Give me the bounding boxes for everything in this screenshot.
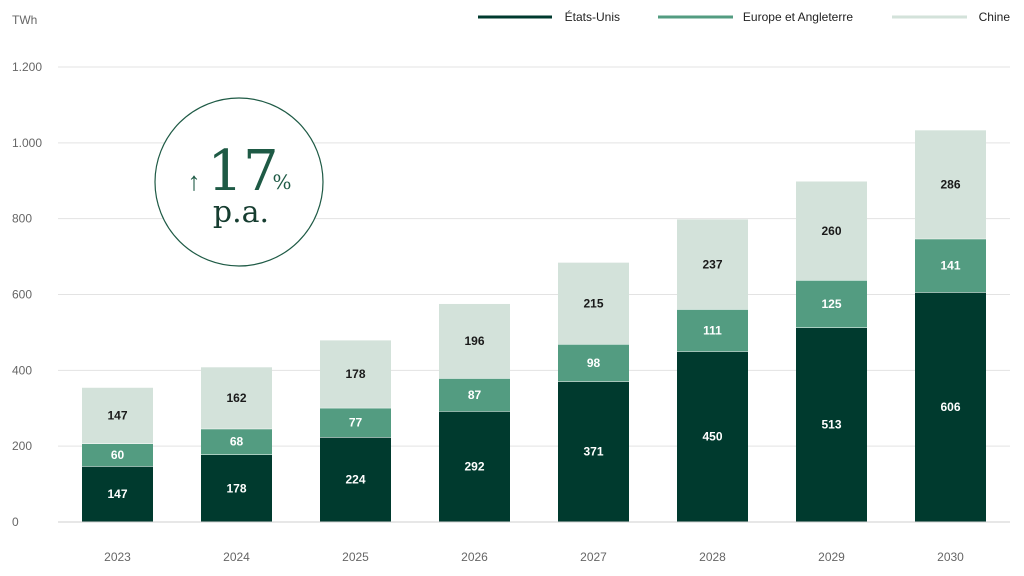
data-label: 68 [230,435,244,449]
data-label: 178 [226,481,246,495]
data-label: 178 [345,367,365,381]
bar-segment [915,292,986,522]
data-label: 260 [821,224,841,238]
x-tick-label: 2024 [223,550,250,564]
growth-number: 17 [207,139,278,204]
legend-label: Chine [979,10,1011,24]
x-tick-label: 2030 [937,550,964,564]
data-label: 606 [940,400,960,414]
y-tick-label: 1.000 [12,136,42,150]
bar-segment [796,181,867,281]
y-tick-label: 400 [12,363,32,377]
bar-segment [915,238,986,293]
bar-segment [82,387,153,444]
data-label: 60 [111,448,125,462]
bar-segment [558,381,629,522]
bar-segment [439,303,510,379]
data-label: 147 [107,487,127,501]
x-tick-label: 2027 [580,550,607,564]
x-tick-label: 2028 [699,550,726,564]
x-tick-label: 2026 [461,550,488,564]
y-tick-label: 200 [12,439,32,453]
data-label: 292 [464,460,484,474]
legend-label: Europe et Angleterre [743,10,853,24]
bar-segment [201,454,272,522]
bar-segment [201,367,272,429]
y-tick-label: 0 [12,515,19,529]
bar-segment [320,340,391,408]
bar-segment [558,344,629,382]
data-label: 111 [703,323,722,337]
data-label: 125 [821,297,841,311]
bar-segment [439,411,510,522]
data-label: 141 [940,258,960,272]
growth-badge-circle [154,97,324,267]
data-label: 98 [587,356,601,370]
data-label: 147 [107,409,127,423]
data-label: 215 [583,296,603,310]
data-label: 77 [349,415,363,429]
bar-segment [677,351,748,522]
growth-percent: % [272,170,291,194]
x-tick-label: 2023 [104,550,131,564]
legend-label: États-Unis [565,9,620,24]
bar-segment [82,466,153,522]
data-label: 162 [226,391,246,405]
data-label: 196 [464,334,484,348]
bar-segment [320,407,391,438]
data-label: 286 [940,178,960,192]
bar-segment [796,327,867,522]
data-label: 513 [821,418,841,432]
growth-arrow: ↑ [188,166,201,196]
data-label: 450 [702,430,722,444]
bar-segment [201,428,272,455]
bar-segment [677,309,748,352]
y-axis-unit-label: TWh [12,13,37,27]
y-tick-label: 800 [12,212,32,226]
data-label: 237 [702,257,722,271]
bar-segment [558,262,629,345]
bar-segment [677,219,748,310]
growth-period-label: p.a. [213,195,269,230]
bar-segment [915,130,986,239]
bar-segment [796,280,867,328]
bar-segment [82,443,153,467]
data-label: 371 [583,445,603,459]
x-tick-label: 2025 [342,550,369,564]
data-label: 87 [468,388,482,402]
data-label: 224 [345,473,365,487]
y-tick-label: 600 [12,288,32,302]
bar-segment [439,378,510,412]
x-tick-label: 2029 [818,550,845,564]
y-tick-label: 1.200 [12,60,42,74]
bar-segment [320,437,391,522]
